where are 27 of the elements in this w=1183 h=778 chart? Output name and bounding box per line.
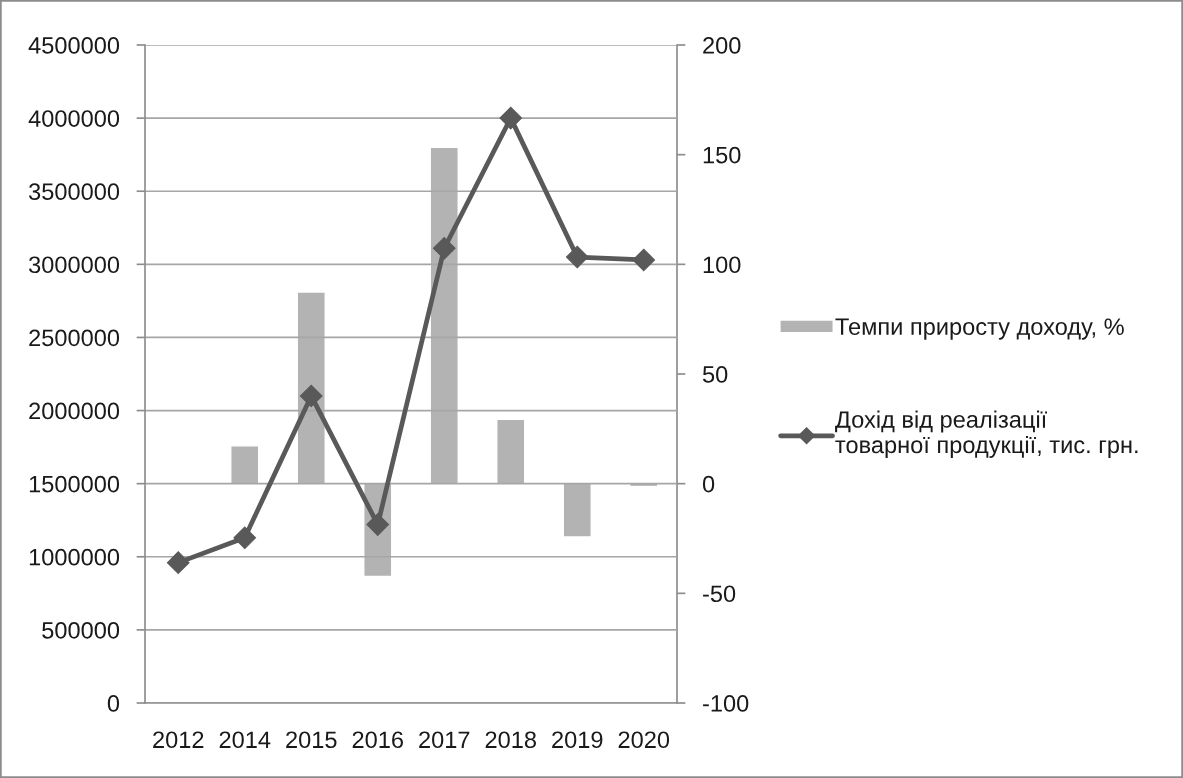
y2-tick-label: 50 [702,366,728,383]
x-tick-label: 2018 [485,731,536,749]
y-tick-label: 3000000 [28,256,120,274]
x-tick-label: 2020 [618,731,670,749]
y-tick-label: 2000000 [29,402,120,420]
y2-tick-label: 150 [703,146,741,164]
y-tick-label: 1000000 [29,548,120,566]
y-tick-label: 4000000 [28,110,120,127]
x-tick-label: 2015 [286,731,337,749]
y2-tick-label: 100 [703,256,741,274]
x-tick-label: 2017 [419,731,470,749]
y2-tick-label: -100 [703,695,749,712]
legend-label: Дохід від реалізації товарної продукції, тис. грн. [835,410,1138,458]
y2-tick-label: 200 [703,37,741,54]
x-tick-label: 2016 [352,731,403,749]
x-tick-label: 2014 [219,731,271,749]
y-tick-label: 0 [107,695,120,712]
x-tick-label: 2012 [153,731,204,749]
y-tick-label: 3500000 [28,183,120,201]
y-tick-label: 4500000 [28,37,120,54]
y-tick-label: 500000 [42,621,120,639]
x-tick-label: 2019 [552,731,603,749]
legend-label: Темпи приросту доходу, % [835,318,1124,340]
y2-tick-label: -50 [703,585,736,603]
y-tick-label: 2500000 [29,329,120,347]
y-tick-label: 1500000 [29,475,120,493]
y2-tick-label: 0 [702,475,715,493]
